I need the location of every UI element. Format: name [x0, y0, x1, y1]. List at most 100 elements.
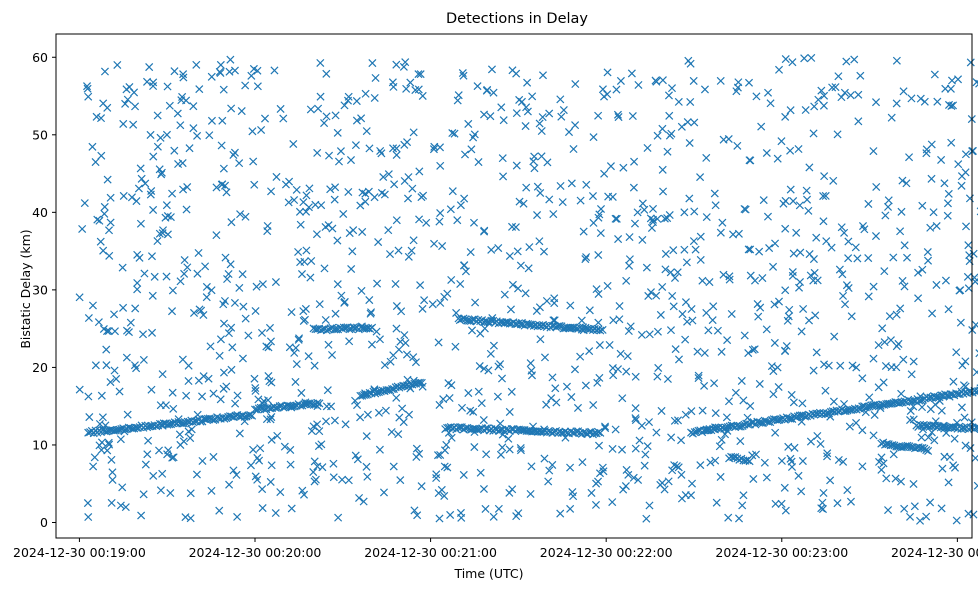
data-point — [235, 159, 244, 168]
data-point — [516, 446, 525, 455]
data-point — [635, 436, 644, 445]
data-point — [677, 494, 686, 503]
data-point — [321, 315, 330, 325]
data-point — [559, 106, 568, 115]
data-point — [262, 415, 271, 424]
data-point — [677, 470, 686, 479]
data-point — [362, 462, 371, 471]
data-point — [573, 403, 583, 412]
data-point — [664, 91, 673, 100]
data-point — [526, 359, 535, 368]
data-point — [251, 386, 260, 395]
data-point — [763, 212, 772, 221]
data-point — [696, 461, 705, 470]
data-point — [163, 82, 172, 91]
x-tick-label: 2024-12-30 00:22:00 — [540, 545, 673, 560]
data-point — [595, 210, 604, 219]
data-point — [420, 296, 429, 305]
data-point — [233, 512, 242, 521]
data-point — [782, 342, 791, 351]
data-point — [631, 404, 640, 413]
data-point — [686, 97, 695, 107]
data-point — [657, 406, 666, 415]
data-point — [168, 453, 177, 462]
data-point — [126, 318, 135, 327]
data-point — [802, 186, 811, 195]
data-point — [643, 442, 652, 451]
data-point — [124, 328, 133, 337]
data-point — [306, 273, 315, 282]
data-point — [169, 404, 178, 413]
data-point — [633, 208, 642, 217]
data-point — [773, 154, 782, 163]
data-point — [533, 211, 542, 220]
data-point — [507, 387, 516, 396]
data-point — [450, 129, 459, 138]
data-point — [658, 165, 667, 174]
data-point — [331, 309, 340, 318]
data-point — [654, 363, 663, 372]
data-point — [180, 269, 189, 278]
data-point — [310, 361, 319, 370]
data-point — [681, 298, 690, 307]
data-point — [133, 278, 142, 288]
data-point — [914, 294, 923, 303]
data-point — [216, 60, 225, 69]
data-point — [402, 84, 411, 93]
data-point — [212, 231, 221, 240]
data-point — [106, 378, 115, 387]
data-point — [783, 316, 792, 325]
data-point — [656, 310, 665, 319]
data-point — [689, 76, 698, 85]
data-point — [723, 336, 732, 345]
data-point — [505, 407, 514, 416]
data-point — [201, 262, 210, 271]
x-tick-label: 2024-12-30 00:23:00 — [715, 545, 848, 560]
data-point — [677, 122, 686, 131]
data-point — [202, 282, 211, 291]
data-point — [963, 272, 972, 281]
data-point — [82, 82, 92, 91]
data-point — [371, 73, 380, 82]
data-point — [299, 490, 309, 499]
data-point — [286, 445, 295, 454]
data-point — [219, 368, 229, 377]
data-point — [399, 418, 408, 427]
data-point — [538, 113, 547, 122]
data-point — [672, 462, 681, 471]
data-point — [615, 301, 624, 311]
data-point — [414, 378, 423, 387]
data-point — [840, 88, 849, 97]
data-point — [249, 445, 258, 454]
data-point — [103, 175, 112, 184]
data-point — [168, 286, 177, 295]
data-point — [406, 78, 415, 87]
data-point — [819, 101, 828, 110]
x-tick-label: 2024-12-30 00:19:00 — [13, 545, 146, 560]
data-point — [891, 474, 900, 483]
data-point — [138, 330, 148, 339]
data-point — [390, 180, 399, 189]
data-point — [667, 433, 676, 442]
data-point — [294, 335, 303, 344]
data-point — [790, 443, 799, 452]
data-point — [97, 114, 106, 123]
data-point — [530, 164, 539, 173]
data-point — [258, 280, 267, 289]
data-point — [315, 399, 324, 408]
y-tick-label: 50 — [32, 127, 48, 142]
data-point — [962, 222, 971, 231]
data-point — [176, 121, 185, 130]
data-point — [702, 153, 711, 162]
data-point — [543, 158, 552, 167]
data-point — [157, 168, 166, 177]
data-point — [195, 85, 204, 94]
data-point — [295, 207, 304, 216]
data-point — [920, 97, 929, 106]
data-point — [540, 353, 550, 362]
data-point — [136, 164, 145, 173]
data-point — [176, 440, 185, 449]
y-axis-label: Bistatic Delay (km) — [18, 229, 33, 348]
data-point — [568, 488, 577, 497]
data-point — [362, 432, 371, 441]
